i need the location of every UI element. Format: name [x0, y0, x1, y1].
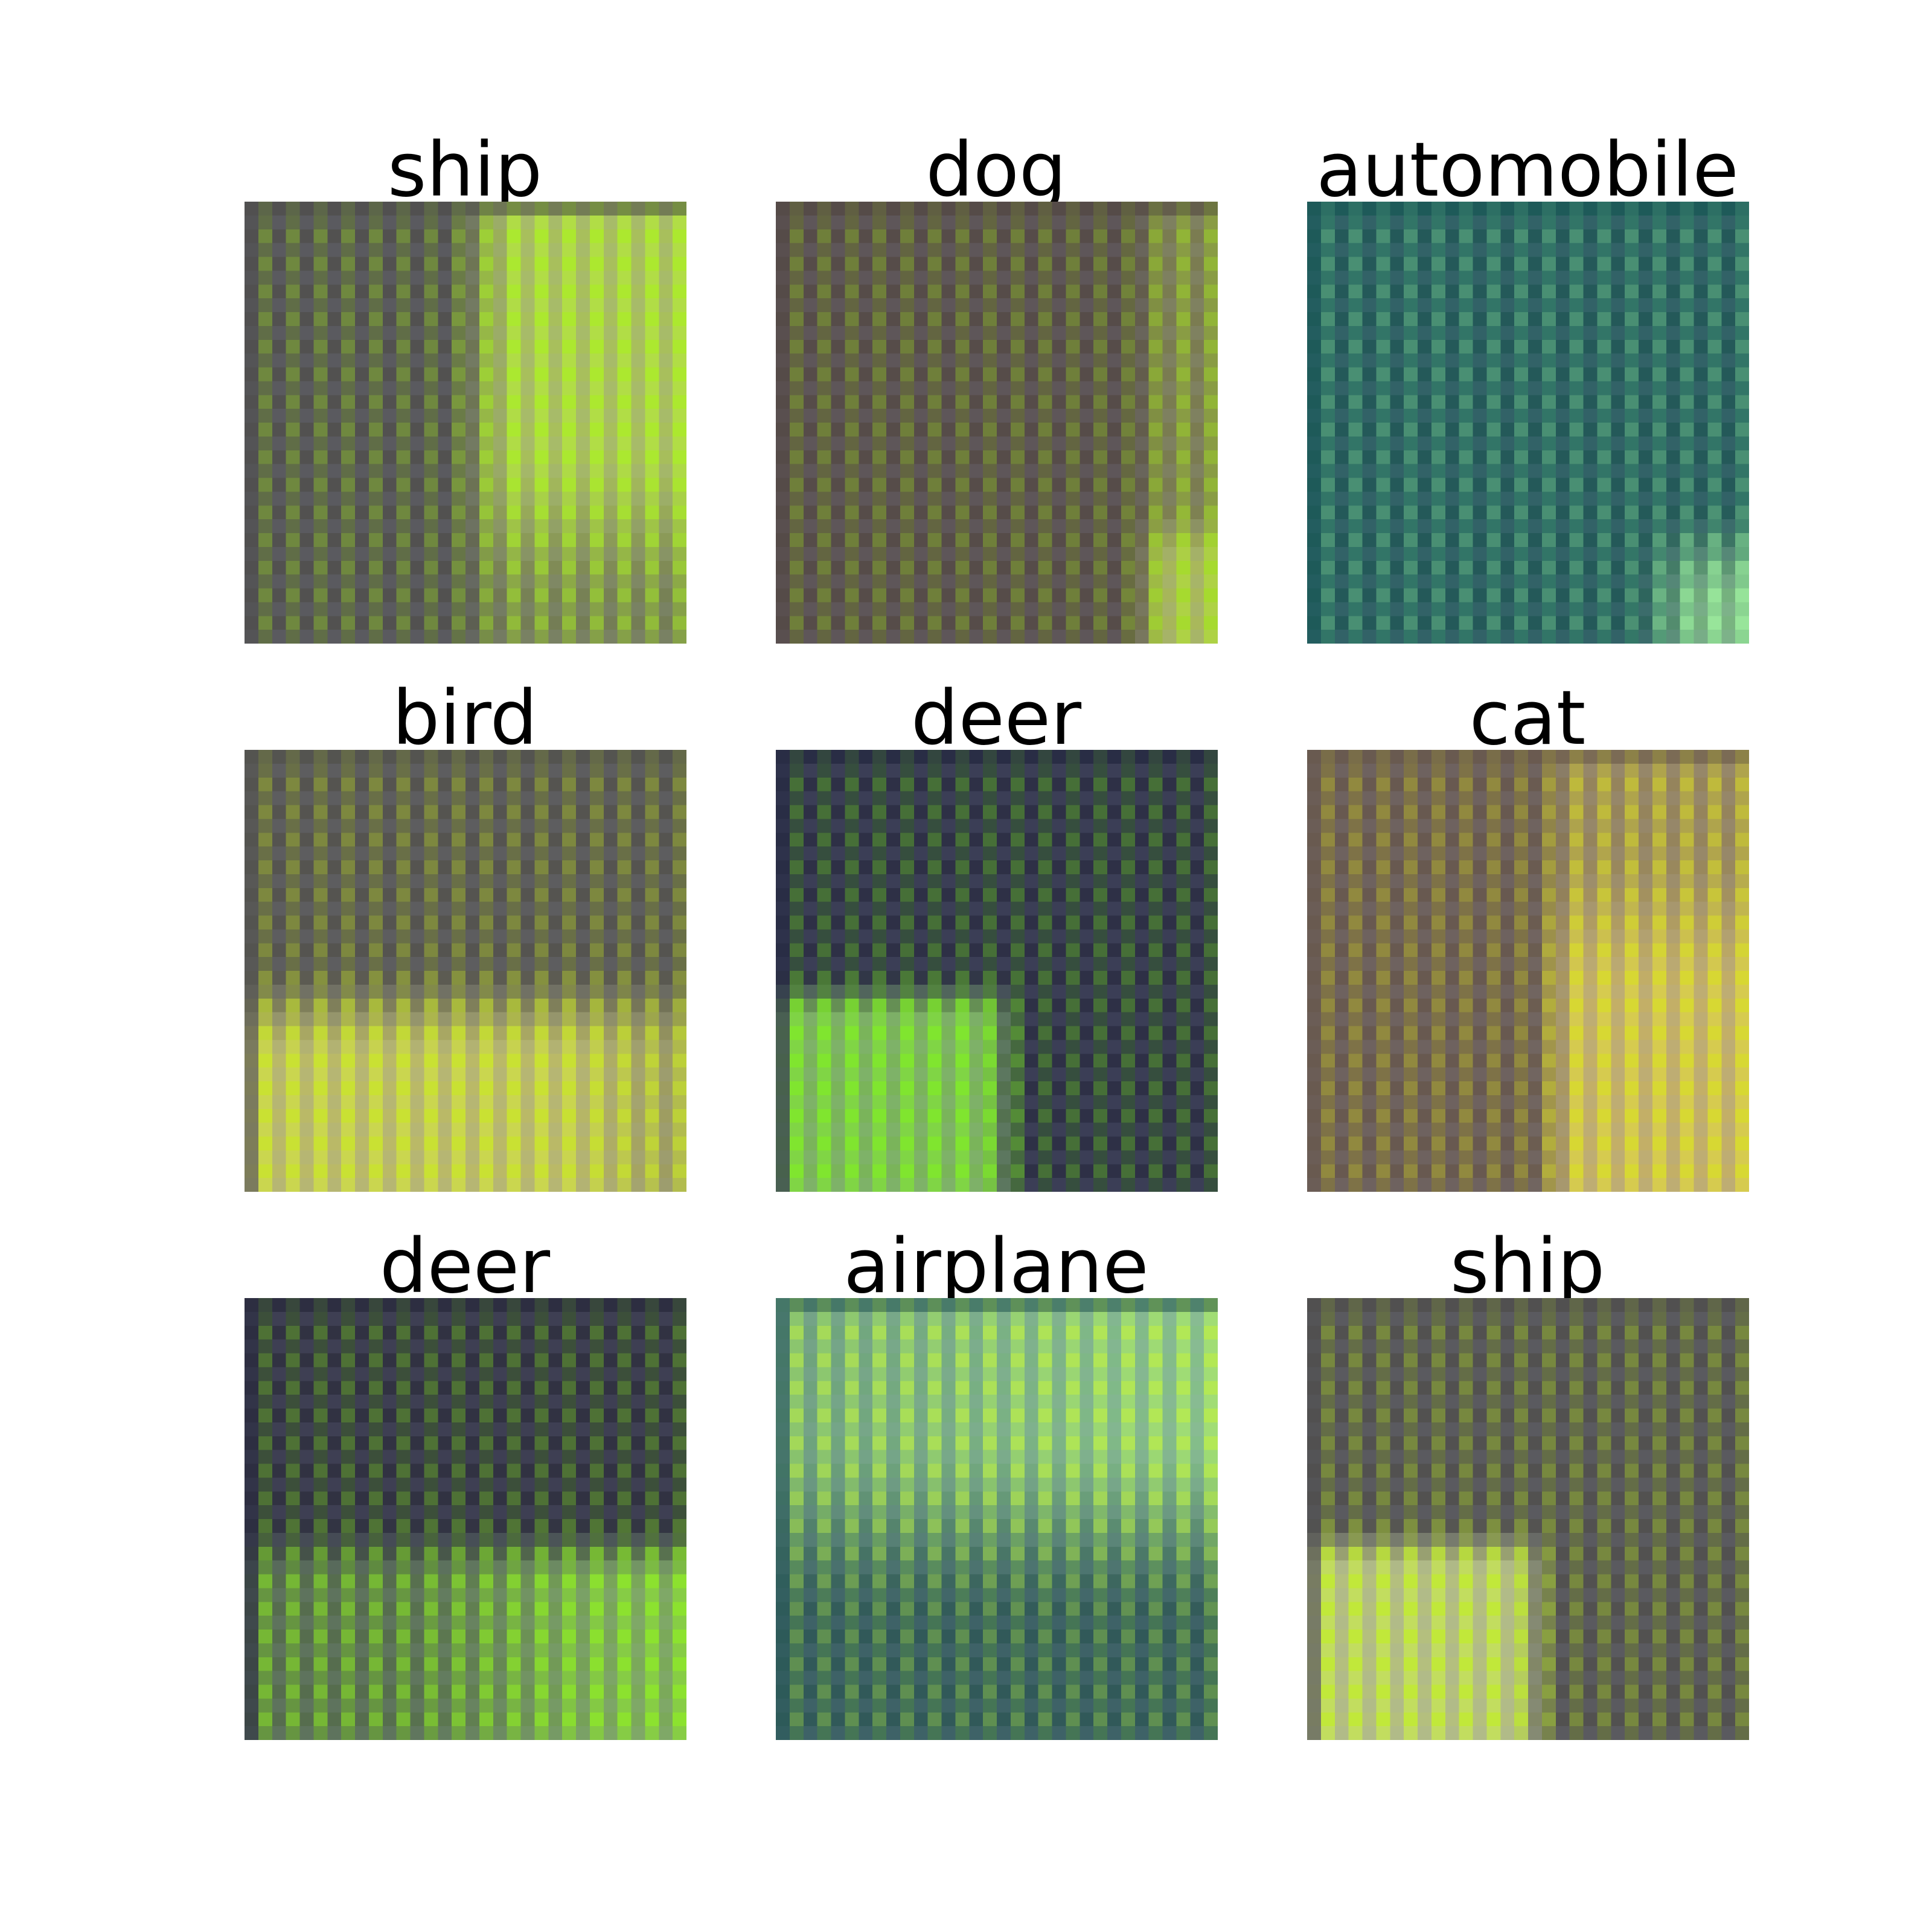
- image-title: deer: [910, 675, 1082, 762]
- thumbnail-image: [245, 1298, 686, 1740]
- image-title: airplane: [843, 1223, 1149, 1310]
- thumbnail-image: [1307, 202, 1749, 644]
- thumbnail-image: [245, 750, 686, 1192]
- image-title: dog: [926, 127, 1067, 214]
- thumbnail-image: [1307, 1298, 1749, 1740]
- image-title: deer: [379, 1223, 551, 1310]
- thumbnail-image: [245, 202, 686, 644]
- image-title: automobile: [1316, 127, 1739, 214]
- image-title: ship: [1450, 1223, 1605, 1310]
- thumbnail-image: [776, 1298, 1218, 1740]
- image-title: ship: [387, 127, 543, 214]
- thumbnail-image: [1307, 750, 1749, 1192]
- thumbnail-image: [776, 202, 1218, 644]
- image-title: cat: [1469, 675, 1586, 762]
- thumbnail-image: [776, 750, 1218, 1192]
- image-title: bird: [392, 675, 538, 762]
